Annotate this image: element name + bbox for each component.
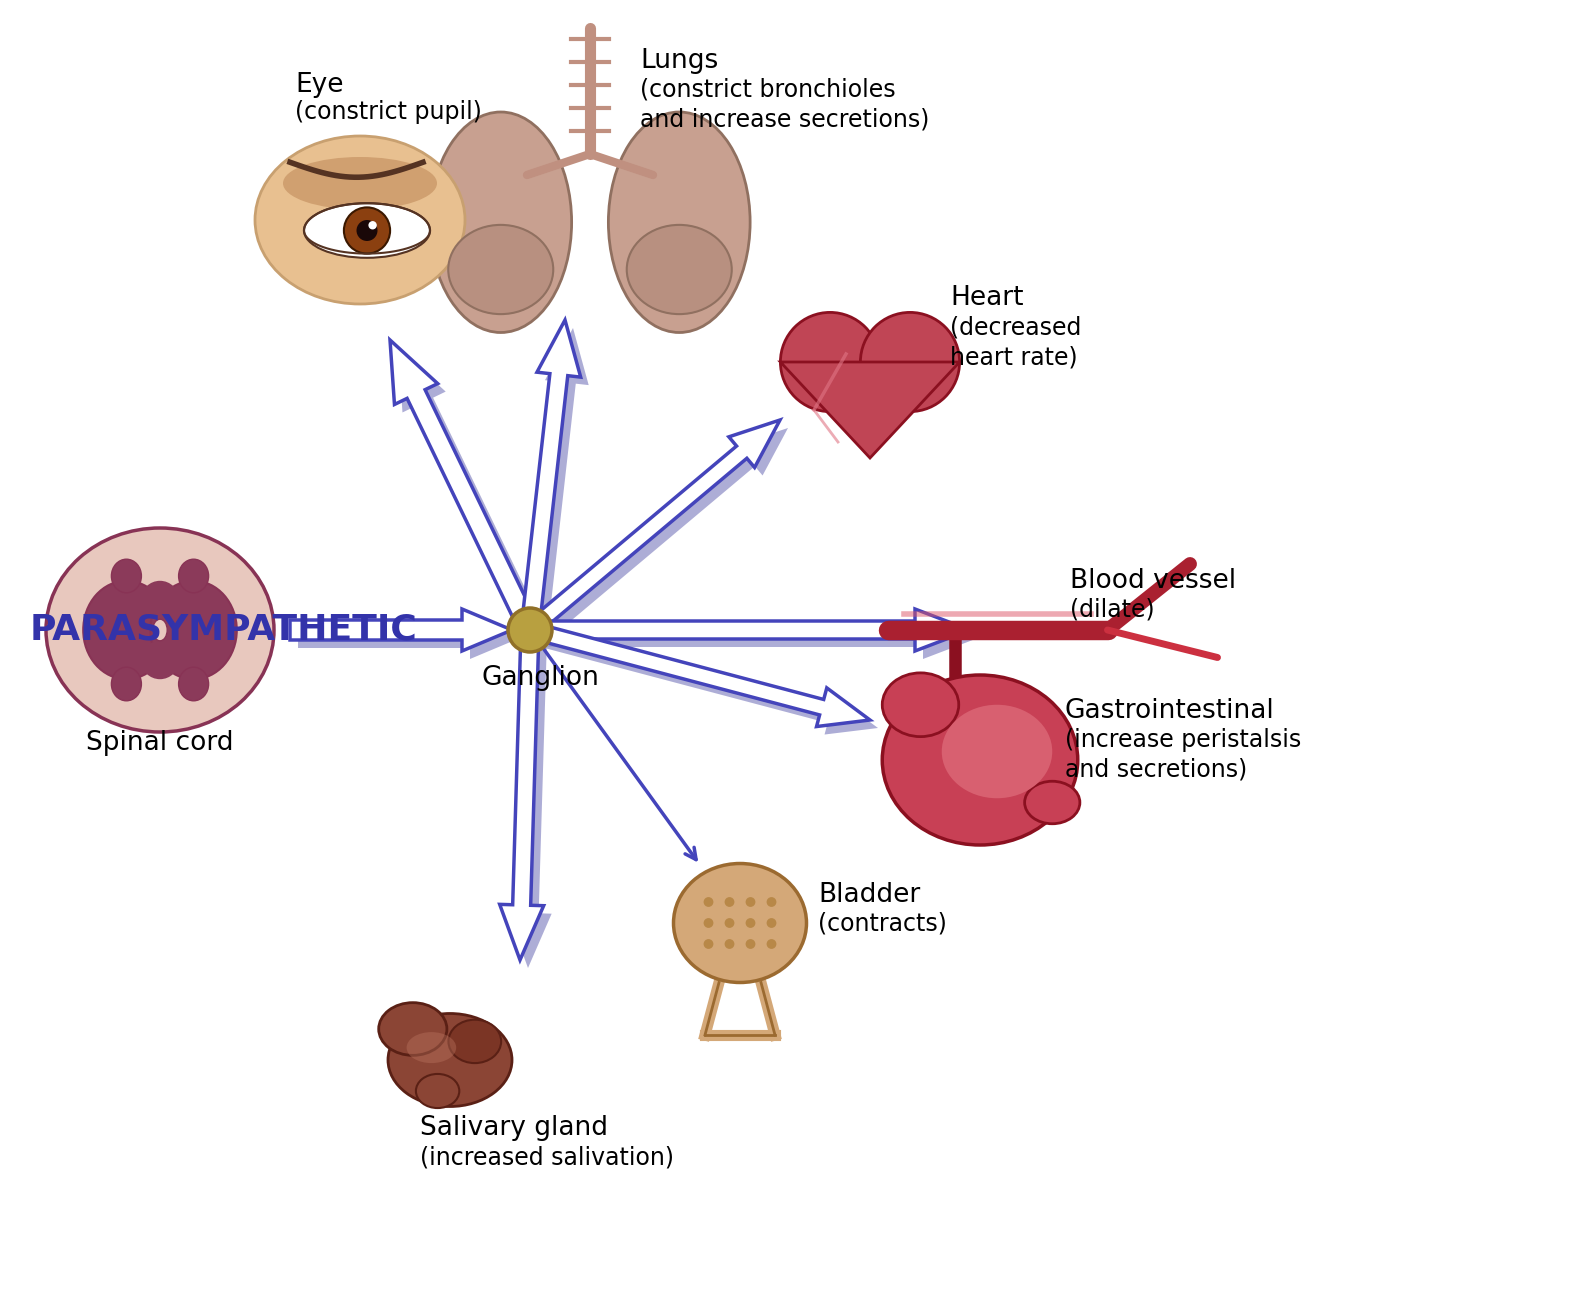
Circle shape bbox=[767, 940, 776, 949]
Text: (contracts): (contracts) bbox=[817, 912, 947, 936]
Text: Lungs: Lungs bbox=[640, 48, 719, 74]
Circle shape bbox=[781, 312, 879, 412]
Ellipse shape bbox=[151, 581, 236, 679]
Ellipse shape bbox=[141, 581, 179, 619]
Polygon shape bbox=[528, 622, 870, 727]
Polygon shape bbox=[298, 617, 521, 658]
Text: Ganglion: Ganglion bbox=[481, 665, 598, 691]
Circle shape bbox=[746, 940, 755, 949]
Text: Spinal cord: Spinal cord bbox=[86, 730, 233, 756]
Ellipse shape bbox=[305, 203, 430, 258]
Polygon shape bbox=[525, 420, 779, 636]
Ellipse shape bbox=[282, 157, 436, 210]
Polygon shape bbox=[290, 609, 513, 651]
Text: (dilate): (dilate) bbox=[1070, 597, 1155, 622]
Polygon shape bbox=[508, 638, 552, 968]
Text: Eye: Eye bbox=[295, 73, 343, 98]
Text: (constrict bronchioles: (constrict bronchioles bbox=[640, 78, 895, 102]
Circle shape bbox=[725, 897, 735, 907]
Text: heart rate): heart rate) bbox=[951, 345, 1078, 369]
Polygon shape bbox=[500, 630, 544, 960]
Polygon shape bbox=[530, 609, 970, 651]
Ellipse shape bbox=[673, 863, 806, 982]
Ellipse shape bbox=[416, 1074, 459, 1108]
Text: (increase peristalsis: (increase peristalsis bbox=[1065, 728, 1301, 752]
Ellipse shape bbox=[179, 559, 208, 592]
Polygon shape bbox=[536, 630, 878, 735]
Ellipse shape bbox=[83, 581, 170, 679]
Text: and secretions): and secretions) bbox=[1065, 758, 1247, 781]
Circle shape bbox=[344, 207, 390, 254]
Ellipse shape bbox=[608, 111, 751, 333]
Text: and increase secretions): and increase secretions) bbox=[640, 108, 930, 132]
Circle shape bbox=[767, 897, 776, 907]
Polygon shape bbox=[398, 349, 548, 643]
Circle shape bbox=[703, 897, 714, 907]
Ellipse shape bbox=[379, 1003, 448, 1055]
Ellipse shape bbox=[152, 619, 167, 640]
Polygon shape bbox=[533, 428, 789, 644]
Text: (constrict pupil): (constrict pupil) bbox=[295, 100, 482, 124]
Circle shape bbox=[508, 608, 552, 652]
Polygon shape bbox=[538, 617, 978, 658]
Ellipse shape bbox=[111, 559, 141, 592]
Circle shape bbox=[725, 940, 735, 949]
Ellipse shape bbox=[387, 1013, 513, 1107]
Ellipse shape bbox=[46, 527, 275, 732]
Circle shape bbox=[746, 918, 755, 928]
Ellipse shape bbox=[941, 705, 1052, 798]
Text: Bladder: Bladder bbox=[817, 883, 920, 908]
Circle shape bbox=[703, 940, 714, 949]
Text: Gastrointestinal: Gastrointestinal bbox=[1065, 699, 1274, 724]
Ellipse shape bbox=[141, 640, 179, 679]
Ellipse shape bbox=[882, 675, 1078, 845]
Ellipse shape bbox=[406, 1032, 455, 1063]
Ellipse shape bbox=[430, 111, 571, 333]
Text: PARASYMPATHETIC: PARASYMPATHETIC bbox=[30, 613, 417, 647]
Circle shape bbox=[767, 918, 776, 928]
Polygon shape bbox=[528, 328, 589, 639]
Ellipse shape bbox=[448, 226, 554, 314]
Text: Salivary gland: Salivary gland bbox=[421, 1115, 608, 1140]
Circle shape bbox=[368, 222, 376, 229]
Circle shape bbox=[357, 220, 378, 241]
Ellipse shape bbox=[882, 673, 959, 736]
Ellipse shape bbox=[1025, 781, 1079, 824]
Ellipse shape bbox=[256, 136, 465, 305]
Text: Blood vessel: Blood vessel bbox=[1070, 568, 1236, 594]
Ellipse shape bbox=[627, 226, 732, 314]
Circle shape bbox=[703, 918, 714, 928]
Polygon shape bbox=[781, 362, 960, 457]
Ellipse shape bbox=[111, 667, 141, 701]
Text: Heart: Heart bbox=[951, 285, 1024, 311]
Polygon shape bbox=[521, 320, 581, 631]
Text: (decreased: (decreased bbox=[951, 315, 1081, 340]
Ellipse shape bbox=[179, 667, 208, 701]
Circle shape bbox=[860, 312, 960, 412]
Circle shape bbox=[725, 918, 735, 928]
Circle shape bbox=[746, 897, 755, 907]
Polygon shape bbox=[390, 340, 540, 634]
Ellipse shape bbox=[449, 1020, 501, 1063]
Text: (increased salivation): (increased salivation) bbox=[421, 1144, 674, 1169]
